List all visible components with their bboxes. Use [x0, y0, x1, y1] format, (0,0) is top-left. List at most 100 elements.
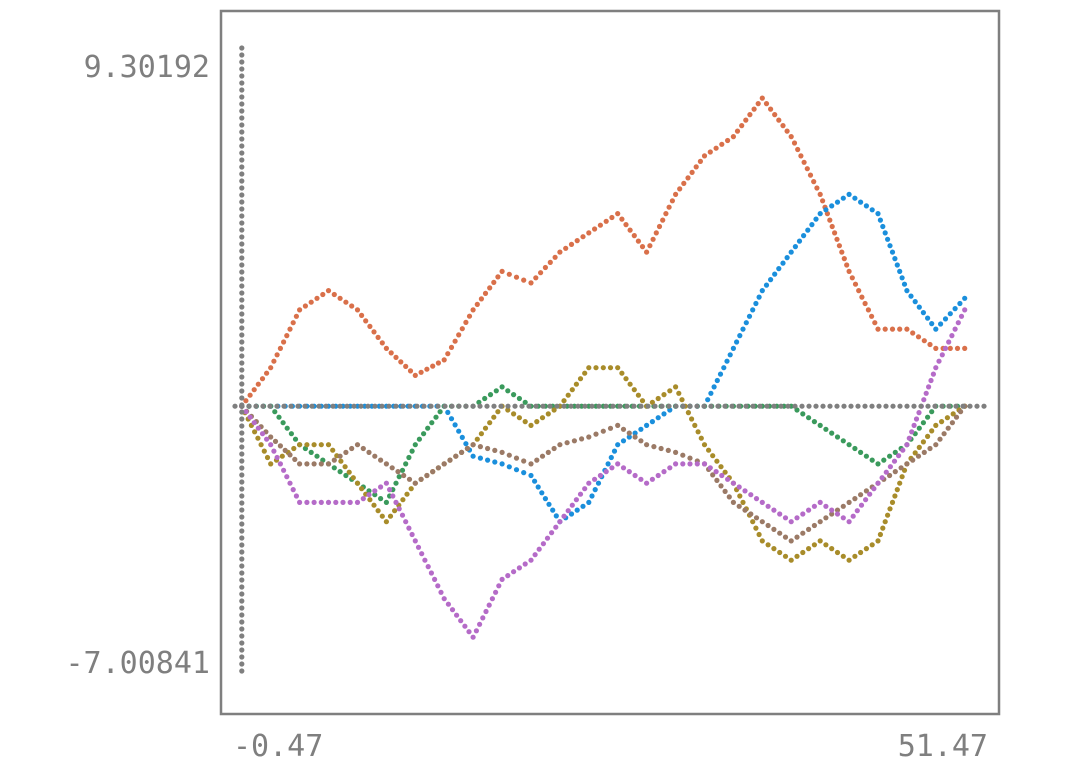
path-dot-series-4 — [794, 534, 800, 540]
path-dot-series-1 — [485, 457, 491, 463]
path-dot-series-0 — [947, 345, 953, 351]
path-dot-series-1 — [477, 455, 483, 461]
path-dot-series-3 — [487, 420, 493, 426]
path-dot-series-4 — [829, 511, 835, 517]
path-dot-series-5 — [489, 596, 495, 602]
path-dot-series-3 — [318, 442, 324, 448]
path-dot-series-2 — [858, 449, 864, 455]
data-point-series-0 — [528, 280, 534, 286]
data-point-series-3 — [297, 442, 303, 448]
path-dot-series-0 — [349, 303, 355, 309]
path-dot-series-2 — [811, 419, 818, 425]
path-dot-series-3 — [929, 428, 935, 434]
data-point-series-1 — [730, 345, 737, 351]
path-dot-series-3 — [649, 399, 656, 405]
path-dot-series-0 — [656, 223, 663, 230]
path-dot-series-0 — [247, 392, 253, 398]
path-dot-series-4 — [834, 507, 841, 513]
data-point-series-5 — [875, 480, 881, 486]
path-dot-series-0 — [367, 323, 373, 329]
path-dot-series-5 — [879, 475, 885, 481]
path-dot-series-1 — [708, 390, 714, 396]
path-dot-series-1 — [724, 358, 730, 364]
path-dot-series-0 — [856, 288, 862, 294]
x-axis-dot — [652, 403, 658, 409]
path-dot-series-3 — [858, 549, 864, 556]
path-dot-series-1 — [535, 484, 541, 490]
x-axis-dot — [267, 403, 273, 409]
path-dot-series-4 — [742, 507, 748, 513]
path-dot-series-1 — [711, 384, 717, 390]
x-axis-dot — [477, 403, 483, 409]
plot-frame — [219, 9, 1001, 716]
data-point-series-0 — [846, 268, 852, 274]
path-dot-series-0 — [302, 303, 308, 309]
y-axis-dot — [239, 276, 245, 282]
path-dot-series-1 — [792, 244, 799, 250]
data-point-series-0 — [904, 326, 910, 332]
x-axis-dot — [323, 403, 329, 409]
path-dot-series-0 — [393, 354, 399, 360]
path-dot-series-0 — [677, 186, 683, 192]
path-dot-series-4 — [626, 430, 632, 436]
path-dot-series-0 — [495, 274, 501, 280]
data-point-series-4 — [499, 449, 505, 455]
x-axis-dot — [694, 403, 700, 409]
path-dot-series-5 — [290, 487, 296, 493]
y-axis-dot — [239, 255, 245, 261]
data-point-series-3 — [325, 442, 332, 448]
path-dot-series-4 — [534, 457, 540, 463]
path-dot-series-1 — [750, 307, 756, 313]
path-dot-series-0 — [743, 117, 749, 123]
path-dot-series-5 — [694, 461, 700, 467]
x-axis-dot — [253, 403, 259, 409]
path-dot-series-3 — [371, 502, 377, 508]
path-dot-series-3 — [379, 513, 385, 519]
path-dot-series-4 — [658, 445, 664, 452]
data-point-series-4 — [846, 499, 852, 505]
path-dot-series-4 — [389, 465, 395, 471]
data-point-series-1 — [875, 211, 881, 217]
x-axis-dot — [351, 403, 357, 409]
path-dot-series-3 — [756, 531, 762, 538]
path-dot-series-0 — [308, 299, 314, 305]
path-dot-series-0 — [290, 320, 296, 326]
path-dot-series-3 — [667, 388, 673, 394]
path-dot-series-0 — [521, 277, 527, 283]
data-point-series-4 — [412, 480, 418, 486]
x-axis-dot — [610, 403, 616, 409]
y-axis-dot — [239, 325, 245, 331]
path-dot-series-1 — [908, 293, 914, 299]
path-dot-series-5 — [536, 546, 542, 552]
x-axis-dot — [624, 403, 630, 409]
path-dot-series-5 — [399, 512, 406, 518]
path-dot-series-1 — [727, 352, 733, 358]
path-dot-series-0 — [603, 218, 609, 224]
path-dot-series-0 — [910, 330, 916, 336]
data-point-series-2 — [499, 384, 505, 390]
path-dot-series-1 — [889, 249, 896, 255]
path-dot-series-1 — [756, 294, 762, 300]
path-dot-series-5 — [939, 352, 945, 358]
path-dot-series-3 — [623, 376, 629, 382]
x-axis-dot — [484, 403, 490, 409]
path-dot-series-2 — [276, 414, 282, 420]
path-dot-series-5 — [840, 515, 846, 521]
path-dot-series-1 — [539, 490, 545, 496]
path-dot-series-5 — [454, 612, 460, 618]
path-dot-series-5 — [858, 502, 865, 508]
path-dot-series-1 — [920, 310, 927, 316]
x-axis-dot — [414, 403, 420, 409]
path-dot-series-1 — [448, 416, 455, 422]
path-dot-series-5 — [597, 472, 604, 479]
x-axis-dot — [659, 403, 665, 409]
path-dot-series-0 — [834, 236, 840, 242]
path-dot-series-5 — [829, 507, 835, 513]
data-point-series-0 — [412, 372, 418, 378]
data-point-series-4 — [268, 434, 274, 440]
path-dot-series-5 — [243, 409, 249, 415]
x-axis-dot — [393, 403, 399, 409]
x-axis-dot — [911, 403, 917, 409]
path-dot-series-2 — [869, 457, 875, 463]
path-dot-series-0 — [293, 313, 299, 319]
